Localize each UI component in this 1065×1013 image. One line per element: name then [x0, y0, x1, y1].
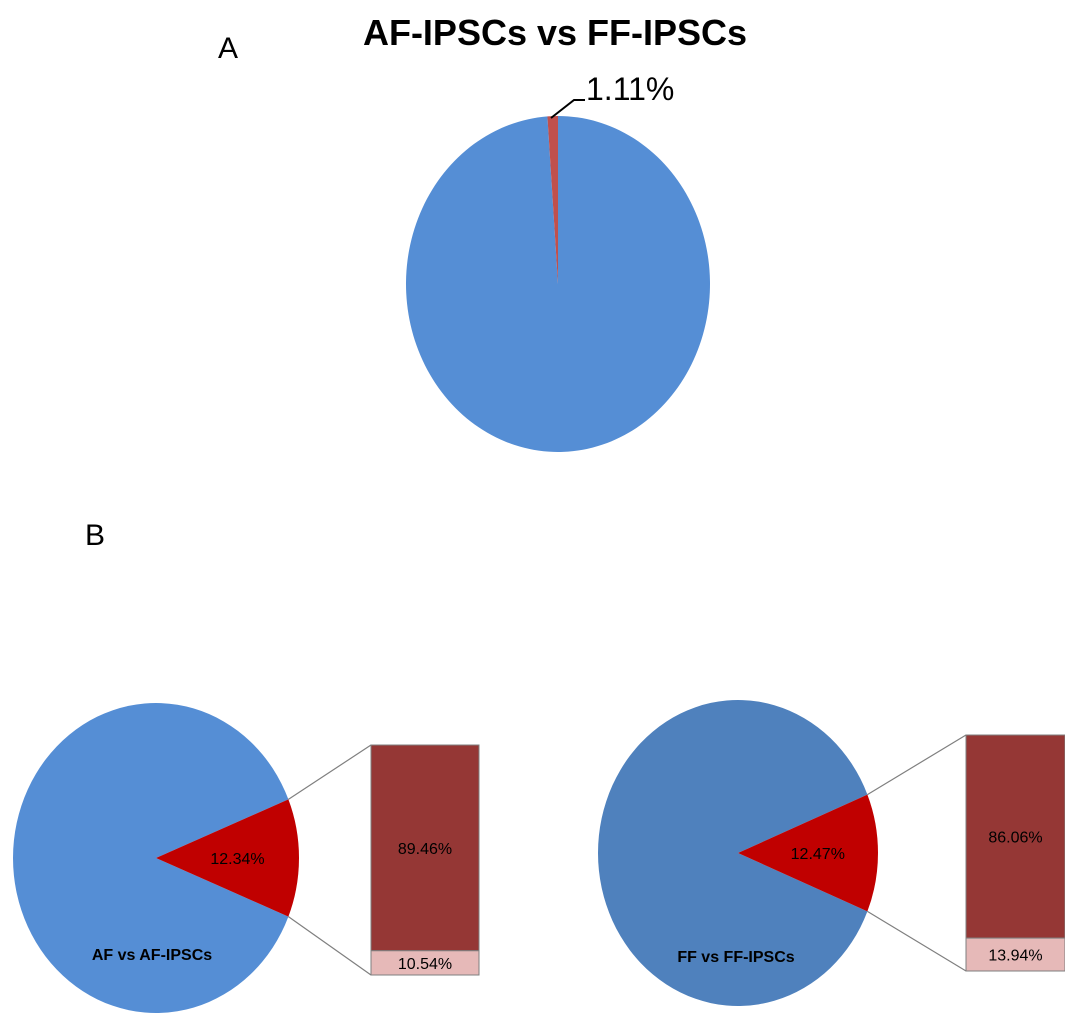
- panel-a: A AF-IPSCs vs FF-IPSCs 1.11%: [218, 12, 747, 452]
- ff-slice-0: [597, 700, 868, 1007]
- chart-a-title: AF-IPSCs vs FF-IPSCs: [363, 12, 747, 53]
- pie-label-ff: FF vs FF-IPSCs: [677, 949, 794, 966]
- ff-slice-label: 12.47%: [791, 846, 845, 863]
- pie-chart-a: [406, 116, 711, 452]
- pie-chart-ff: 12.47%: [597, 700, 878, 1007]
- pie-label-af: AF vs AF-IPSCs: [92, 947, 212, 964]
- af-connector-lower: [288, 916, 372, 976]
- ff-bar-segment-label-0: 86.06%: [988, 830, 1042, 847]
- af-bar-segment-1: [370, 950, 480, 976]
- panel-b: B 12.34% 89.46% 10.54% AF vs AF-IPSCs 12.…: [13, 519, 1065, 1013]
- panel-a-letter: A: [218, 32, 238, 65]
- ff-bar-segment-label-1: 13.94%: [988, 948, 1042, 965]
- af-connector-upper: [288, 744, 372, 800]
- ff-slice-1: [738, 794, 878, 912]
- af-slice-0: [13, 702, 289, 1013]
- af-bar-segment-label-1: 10.54%: [398, 956, 452, 973]
- breakout-bar-af: 89.46% 10.54%: [370, 744, 480, 976]
- pie-chart-af: 12.34%: [13, 702, 299, 1013]
- ff-connector-upper: [867, 734, 967, 796]
- pie-a-slice-1: [547, 116, 558, 284]
- breakout-connector-ff: [867, 734, 967, 972]
- slice-label-leader-line: [550, 99, 585, 119]
- breakout-connector-af: [288, 744, 372, 976]
- pie-of-bar-ff: 12.47% 86.06% 13.94% FF vs FF-IPSCs: [597, 700, 1065, 1007]
- ff-connector-lower: [867, 910, 967, 972]
- pie-of-bar-af: 12.34% 89.46% 10.54% AF vs AF-IPSCs: [13, 702, 480, 1013]
- breakout-bar-ff: 86.06% 13.94%: [965, 734, 1065, 972]
- af-slice-1: [156, 799, 299, 917]
- ff-bar-segment-1: [965, 937, 1065, 972]
- slice-label-small-share: 1.11%: [586, 71, 674, 107]
- panel-b-letter: B: [85, 519, 105, 552]
- af-bar-segment-0: [370, 744, 480, 952]
- ff-bar-segment-0: [965, 734, 1065, 939]
- af-slice-label: 12.34%: [210, 851, 264, 868]
- af-bar-segment-label-0: 89.46%: [398, 841, 452, 858]
